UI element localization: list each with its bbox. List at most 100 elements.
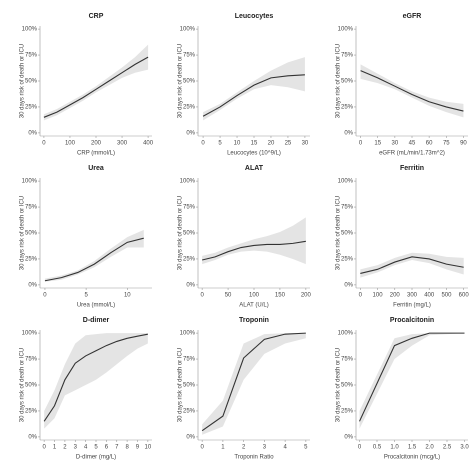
x-tick-label: 0 bbox=[42, 445, 46, 451]
x-tick-label: 10 bbox=[234, 141, 241, 147]
x-tick-label: 0.5 bbox=[373, 445, 382, 451]
x-tick-label: 3 bbox=[74, 445, 78, 451]
x-tick-label: 600 bbox=[459, 293, 470, 299]
x-tick-label: 9 bbox=[136, 445, 140, 451]
confidence-band bbox=[202, 333, 306, 435]
y-axis-label: 30 days risk of death or ICU bbox=[20, 348, 26, 422]
x-axis-label: eGFR (mL/min/1.73m^2) bbox=[379, 151, 445, 157]
x-tick-label: 2.5 bbox=[443, 445, 452, 451]
x-axis-label: Urea (mmol/L) bbox=[77, 303, 115, 309]
y-tick-label: 0% bbox=[186, 282, 195, 288]
y-tick-label: 100% bbox=[180, 27, 196, 33]
x-tick-label: 1.5 bbox=[408, 445, 417, 451]
y-tick-label: 25% bbox=[183, 105, 196, 111]
x-tick-label: 2 bbox=[63, 445, 67, 451]
y-tick-label: 50% bbox=[25, 79, 38, 85]
y-tick-label: 75% bbox=[341, 357, 354, 363]
x-tick-label: 4 bbox=[283, 445, 287, 451]
x-tick-label: 0 bbox=[358, 445, 362, 451]
panel-title: Urea bbox=[88, 165, 104, 172]
x-tick-label: 75 bbox=[443, 141, 450, 147]
risk-line bbox=[360, 256, 464, 275]
x-tick-label: 0 bbox=[201, 141, 205, 147]
x-tick-label: 90 bbox=[460, 141, 467, 147]
y-tick-label: 100% bbox=[338, 27, 354, 33]
x-tick-label: 0 bbox=[200, 445, 204, 451]
y-tick-label: 50% bbox=[25, 231, 38, 237]
y-tick-label: 100% bbox=[180, 179, 196, 185]
y-tick-label: 0% bbox=[186, 434, 195, 440]
x-tick-label: 5 bbox=[304, 445, 308, 451]
x-tick-label: 45 bbox=[409, 141, 416, 147]
risk-line bbox=[202, 74, 305, 117]
y-tick-label: 0% bbox=[344, 282, 353, 288]
x-axis-label: Procalcitonin (mcg/L) bbox=[384, 455, 440, 461]
x-tick-label: 0 bbox=[200, 293, 204, 299]
x-tick-label: 15 bbox=[251, 141, 258, 147]
risk-line bbox=[201, 332, 306, 432]
y-axis-label: 30 days risk of death or ICU bbox=[178, 196, 184, 270]
x-axis-label: CRP (mmol/L) bbox=[77, 151, 115, 157]
y-axis-label: 30 days risk of death or ICU bbox=[20, 196, 26, 270]
x-tick-label: 0 bbox=[359, 141, 363, 147]
x-tick-label: 30 bbox=[392, 141, 399, 147]
panel-title: D-dimer bbox=[83, 317, 110, 324]
x-tick-label: 0 bbox=[359, 293, 363, 299]
y-tick-label: 0% bbox=[28, 282, 37, 288]
risk-line bbox=[202, 240, 306, 261]
y-axis-label: 30 days risk of death or ICU bbox=[336, 196, 342, 270]
x-tick-label: 1.0 bbox=[390, 445, 399, 451]
x-tick-label: 10 bbox=[124, 293, 131, 299]
x-tick-label: 100 bbox=[373, 293, 384, 299]
y-tick-label: 25% bbox=[25, 105, 38, 111]
x-tick-label: 1 bbox=[53, 445, 57, 451]
x-axis-label: Leucocytes (10^9/L) bbox=[227, 151, 281, 157]
y-tick-label: 25% bbox=[341, 105, 354, 111]
y-axis-label: 30 days risk of death or ICU bbox=[178, 44, 184, 118]
y-tick-label: 100% bbox=[22, 179, 38, 185]
x-axis-label: Troponin Ratio bbox=[234, 455, 274, 461]
x-tick-label: 3 bbox=[263, 445, 267, 451]
risk-line bbox=[359, 332, 465, 422]
y-tick-label: 75% bbox=[183, 357, 196, 363]
x-tick-label: 60 bbox=[426, 141, 433, 147]
y-tick-label: 100% bbox=[338, 331, 354, 337]
y-tick-label: 50% bbox=[341, 383, 354, 389]
y-tick-label: 0% bbox=[28, 434, 37, 440]
confidence-band bbox=[202, 217, 306, 265]
y-tick-label: 75% bbox=[25, 205, 38, 211]
y-tick-label: 50% bbox=[341, 79, 354, 85]
x-tick-label: 400 bbox=[143, 141, 154, 147]
x-tick-label: 100 bbox=[249, 293, 260, 299]
y-tick-label: 50% bbox=[341, 231, 354, 237]
x-tick-label: 30 bbox=[302, 141, 309, 147]
y-tick-label: 100% bbox=[22, 27, 38, 33]
x-tick-label: 0 bbox=[43, 293, 47, 299]
y-tick-label: 50% bbox=[183, 231, 196, 237]
risk-line bbox=[43, 333, 148, 422]
x-tick-label: 150 bbox=[275, 293, 286, 299]
y-tick-label: 25% bbox=[341, 409, 354, 415]
y-tick-label: 25% bbox=[341, 257, 354, 263]
x-tick-label: 5 bbox=[84, 293, 88, 299]
y-tick-label: 100% bbox=[338, 179, 354, 185]
y-axis-label: 30 days risk of death or ICU bbox=[336, 44, 342, 118]
y-tick-label: 75% bbox=[25, 357, 38, 363]
y-tick-label: 25% bbox=[25, 409, 38, 415]
panel-title: ALAT bbox=[245, 165, 264, 172]
risk-line bbox=[44, 237, 144, 282]
panel-title: eGFR bbox=[403, 13, 422, 20]
x-tick-label: 300 bbox=[117, 141, 128, 147]
x-tick-label: 500 bbox=[441, 293, 452, 299]
x-tick-label: 300 bbox=[407, 293, 418, 299]
x-axis-label: ALAT (U/L) bbox=[239, 303, 268, 309]
panel-title: CRP bbox=[89, 13, 104, 20]
y-tick-label: 75% bbox=[341, 53, 354, 59]
risk-line bbox=[360, 70, 464, 112]
confidence-band bbox=[44, 229, 144, 282]
y-tick-label: 25% bbox=[183, 257, 196, 263]
x-tick-label: 6 bbox=[105, 445, 109, 451]
confidence-band bbox=[203, 57, 305, 121]
panel-title: Leucocytes bbox=[235, 13, 274, 20]
